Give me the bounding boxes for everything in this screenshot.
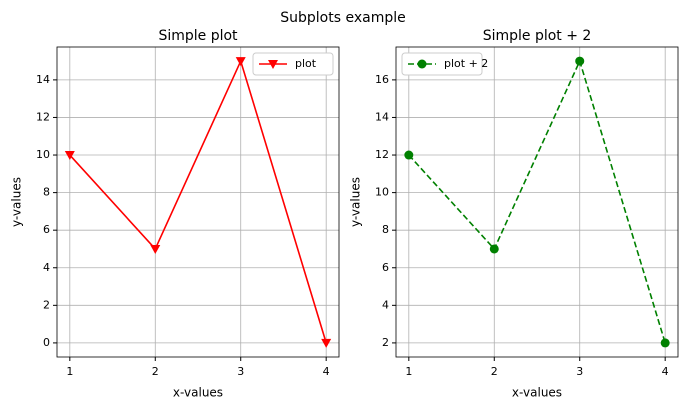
legend-label: plot <box>295 57 317 70</box>
legend-label: plot + 2 <box>444 57 488 70</box>
marker <box>489 244 499 254</box>
y-tick-label: 12 <box>375 148 389 161</box>
y-tick-label: 10 <box>36 148 50 161</box>
y-tick-label: 12 <box>36 110 50 123</box>
x-tick-label: 2 <box>491 365 498 378</box>
y-tick-label: 2 <box>382 336 389 349</box>
y-tick-label: 14 <box>375 110 389 123</box>
figure-title: Subplots example <box>280 10 405 26</box>
axes-frame <box>395 46 679 358</box>
marker <box>404 150 414 160</box>
x-axis-label: x-values <box>512 386 562 400</box>
legend-box <box>401 52 483 76</box>
y-tick-label: 6 <box>43 223 50 236</box>
legend: plot + 2 <box>401 52 488 76</box>
y-tick-label: 0 <box>43 336 50 349</box>
y-tick-label: 8 <box>43 186 50 199</box>
line <box>69 58 327 344</box>
x-tick-label: 4 <box>323 365 330 378</box>
legend: plot <box>252 52 334 76</box>
y-tick-label: 8 <box>382 223 389 236</box>
y-tick-label: 2 <box>43 298 50 311</box>
legend-marker <box>417 59 427 69</box>
y-tick-label: 10 <box>375 186 389 199</box>
x-axis-label: x-values <box>173 386 223 400</box>
y-tick-label: 4 <box>43 261 50 274</box>
legend-box <box>252 52 334 76</box>
legend-marker <box>268 60 278 69</box>
marker <box>235 57 246 67</box>
line <box>408 58 666 344</box>
x-tick-label: 4 <box>662 365 669 378</box>
y-axis-label: y-values <box>10 177 24 227</box>
y-tick-label: 16 <box>375 73 389 86</box>
marker <box>321 338 332 348</box>
marker <box>575 56 585 66</box>
subplot-title: Simple plot <box>158 28 238 44</box>
y-axis-label: y-values <box>349 177 363 227</box>
subplot-title: Simple plot + 2 <box>483 28 592 44</box>
marker <box>64 151 75 161</box>
marker <box>660 338 670 348</box>
x-tick-label: 2 <box>152 365 159 378</box>
y-tick-label: 6 <box>382 261 389 274</box>
y-tick-label: 14 <box>36 73 50 86</box>
x-tick-label: 3 <box>576 365 583 378</box>
x-tick-label: 1 <box>66 365 73 378</box>
y-tick-label: 4 <box>382 298 389 311</box>
axes-frame <box>56 46 340 358</box>
x-tick-label: 3 <box>237 365 244 378</box>
marker <box>150 244 161 254</box>
x-tick-label: 1 <box>405 365 412 378</box>
